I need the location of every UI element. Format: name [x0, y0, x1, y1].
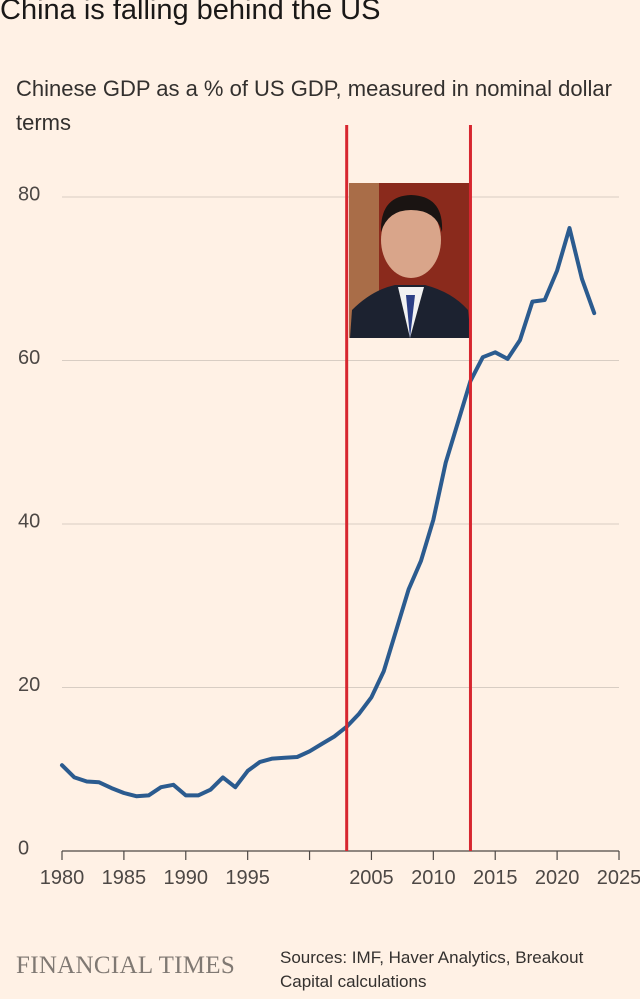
y-tick-label: 20: [18, 674, 40, 696]
x-tick-label: 1990: [164, 867, 209, 889]
x-tick-label: 1995: [225, 867, 270, 889]
photo-face: [381, 202, 441, 278]
photo: [349, 183, 471, 338]
x-tick-label: 1985: [102, 867, 147, 889]
x-tick-label: 1980: [40, 867, 85, 889]
photo-hair: [380, 195, 443, 232]
brand: FINANCIAL TIMES: [16, 952, 236, 979]
x-tick-label: 2025: [597, 867, 640, 889]
x-tick-label: 2010: [411, 867, 456, 889]
y-tick-label: 80: [18, 183, 40, 205]
y-tick-label: 60: [18, 347, 40, 369]
y-tick-label: 40: [18, 510, 40, 532]
y-tick-label: 0: [18, 837, 29, 859]
photo-tie: [406, 295, 415, 338]
x-tick-label: 2020: [535, 867, 580, 889]
chart-subtitle: Chinese GDP as a % of US GDP, measured i…: [16, 76, 612, 135]
source: Sources: IMF, Haver Analytics, Breakout …: [280, 948, 584, 991]
x-tick-label: 2005: [349, 867, 394, 889]
data-line: [60, 226, 597, 799]
chart-title: China is falling behind the US: [0, 0, 381, 26]
x-tick-label: 2015: [473, 867, 518, 889]
